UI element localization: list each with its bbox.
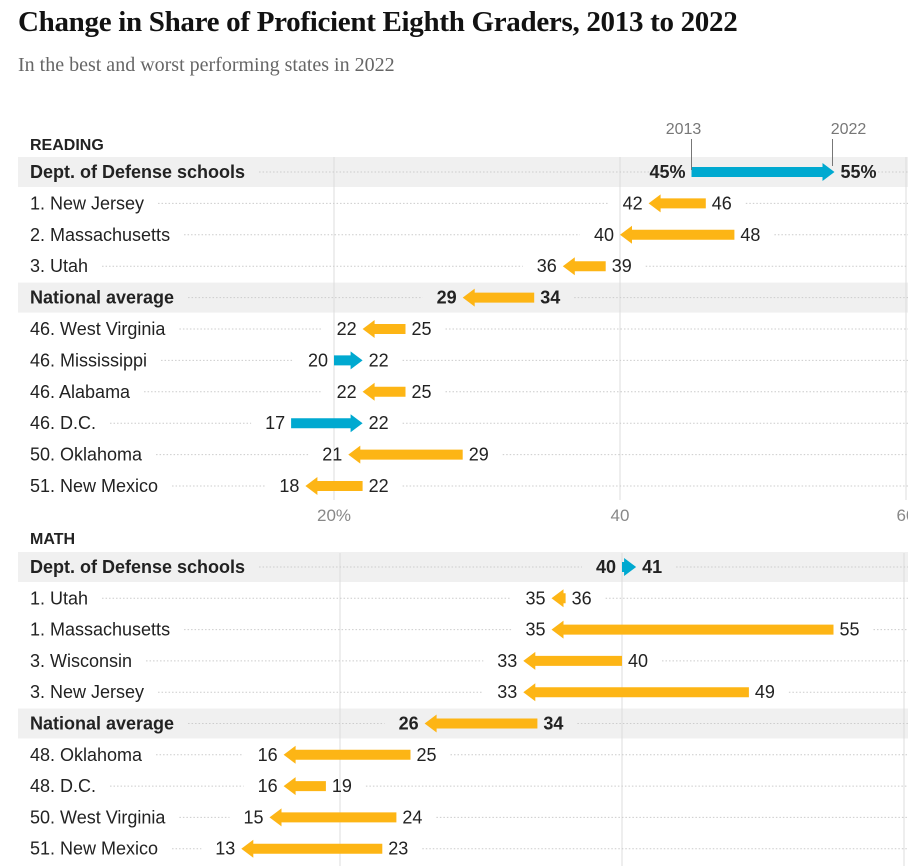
value-label-low: 16	[258, 745, 278, 765]
value-label-low: 15	[243, 807, 263, 827]
value-label-low: 40	[596, 557, 616, 577]
increase-arrow	[691, 163, 835, 181]
value-label-low: 22	[337, 319, 357, 339]
row-label: 1. Utah	[30, 588, 88, 608]
value-label-high: 34	[540, 288, 560, 308]
value-label-high: 22	[369, 350, 389, 370]
value-label-low: 35	[525, 620, 545, 640]
value-label-high: 40	[628, 651, 648, 671]
value-label-high: 19	[332, 776, 352, 796]
decrease-arrow	[305, 477, 363, 495]
value-label-high: 23	[388, 839, 408, 859]
row-label: 3. New Jersey	[30, 682, 144, 702]
section-header: MATH	[30, 531, 75, 548]
increase-arrow	[334, 351, 363, 370]
highlight-row-label: Dept. of Defense schools	[30, 557, 245, 577]
value-label-low: 40	[594, 225, 614, 245]
value-label-low: 22	[337, 382, 357, 402]
value-label-high: 41	[642, 557, 662, 577]
decrease-arrow	[523, 683, 749, 702]
decrease-arrow	[620, 225, 735, 244]
value-label-low: 17	[265, 413, 285, 433]
decrease-arrow	[424, 714, 538, 733]
decrease-arrow	[462, 288, 535, 307]
value-label-high: 22	[369, 413, 389, 433]
row-label: 46. West Virginia	[30, 319, 166, 339]
value-label-low: 35	[525, 588, 545, 608]
value-label-low: 42	[623, 193, 643, 213]
value-label-low: 18	[279, 476, 299, 496]
row-label: 46. Alabama	[30, 382, 131, 402]
value-label-low: 33	[497, 682, 517, 702]
section-header: READING	[30, 137, 104, 154]
row-label: 46. D.C.	[30, 413, 96, 433]
value-label-high: 55	[840, 620, 860, 640]
row-label: 48. Oklahoma	[30, 745, 143, 765]
value-label-low: 21	[322, 445, 342, 465]
row-label: 51. New Mexico	[30, 839, 158, 859]
value-label-low: 26	[399, 714, 419, 734]
value-label-high: 25	[417, 745, 437, 765]
value-label-low: 20	[308, 350, 328, 370]
increase-arrow	[291, 414, 363, 433]
value-label-high: 48	[740, 225, 760, 245]
row-label: 48. D.C.	[30, 776, 96, 796]
row-label: 50. Oklahoma	[30, 445, 143, 465]
value-label-high: 24	[402, 807, 422, 827]
highlight-row-label: Dept. of Defense schools	[30, 162, 245, 182]
row-label: 51. New Mexico	[30, 476, 158, 496]
decrease-arrow	[241, 839, 383, 858]
value-label-high: 22	[369, 476, 389, 496]
value-label-low: 16	[258, 776, 278, 796]
decrease-arrow	[269, 808, 397, 827]
value-label-high: 25	[412, 319, 432, 339]
increase-arrow	[622, 558, 637, 576]
legend-start-year: 2013	[666, 121, 702, 138]
value-label-high: 29	[469, 445, 489, 465]
value-label-low: 45%	[649, 162, 685, 182]
decrease-arrow	[551, 589, 566, 608]
value-label-high: 55%	[841, 162, 877, 182]
row-label: 1. New Jersey	[30, 193, 144, 213]
row-label: 1. Massachusetts	[30, 620, 170, 640]
x-tick-label: 20%	[317, 506, 351, 525]
decrease-arrow	[562, 257, 606, 276]
row-label: 46. Mississippi	[30, 350, 147, 370]
value-label-low: 29	[437, 288, 457, 308]
value-label-high: 34	[543, 714, 563, 734]
decrease-arrow	[362, 382, 406, 401]
value-label-high: 46	[712, 193, 732, 213]
value-label-low: 36	[537, 256, 557, 276]
value-label-high: 36	[572, 588, 592, 608]
value-label-low: 33	[497, 651, 517, 671]
decrease-arrow	[283, 745, 411, 764]
row-label: 3. Wisconsin	[30, 651, 132, 671]
highlight-row-label: National average	[30, 288, 174, 308]
x-tick-label: 60	[897, 506, 908, 525]
decrease-arrow	[283, 777, 326, 796]
row-label: 50. West Virginia	[30, 807, 166, 827]
chart-subtitle: In the best and worst performing states …	[18, 54, 395, 76]
legend-end-year: 2022	[831, 121, 867, 138]
row-label: 2. Massachusetts	[30, 225, 170, 245]
chart-title: Change in Share of Proficient Eighth Gra…	[18, 6, 738, 38]
decrease-arrow	[362, 320, 406, 338]
highlight-row-label: National average	[30, 714, 174, 734]
decrease-arrow	[551, 620, 834, 639]
value-label-high: 39	[612, 256, 632, 276]
decrease-arrow	[348, 445, 463, 464]
value-label-low: 13	[215, 839, 235, 859]
value-label-high: 25	[412, 382, 432, 402]
value-label-high: 49	[755, 682, 775, 702]
row-label: 3. Utah	[30, 256, 88, 276]
decrease-arrow	[523, 651, 622, 670]
x-tick-label: 40	[611, 506, 630, 525]
decrease-arrow	[648, 194, 706, 213]
